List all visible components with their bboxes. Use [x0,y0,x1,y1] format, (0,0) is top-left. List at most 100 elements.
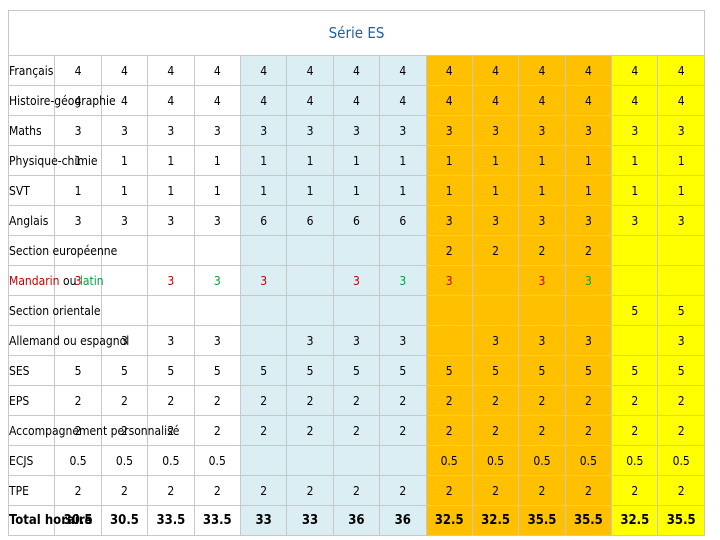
value-cell: 3 [100,205,149,236]
value-cell: 3 [147,265,195,296]
row-label: Accompagnement personnalisé [7,415,179,446]
value-cell: 3 [657,325,705,356]
value-cell: 2 [147,385,195,416]
value-cell: 2 [286,385,334,416]
value-cell: 33 [286,505,334,536]
value-cell: 2 [379,415,427,446]
value-cell: 2 [193,415,241,446]
value-cell [425,295,473,326]
value-cell: 4 [611,85,659,116]
value-cell: 5 [193,355,241,386]
value-cell: 1 [564,175,613,206]
value-cell: 0.5 [100,445,149,476]
value-cell: 2 [518,475,566,506]
value-cell: 3 [54,115,102,146]
value-cell: 2 [611,385,659,416]
value-cell: 3 [471,205,520,236]
value-cell: 2 [518,235,566,266]
value-cell: 2 [100,475,149,506]
table-row: Accompagnement personnalisé2222222222222… [7,415,705,446]
value-cell: 36 [379,505,427,536]
value-cell: 4 [100,85,149,116]
value-cell: 30.5 [54,505,102,536]
value-cell: 5 [657,355,705,386]
value-cell: 5 [147,355,195,386]
value-cell: 3 [425,265,473,296]
value-cell: 3 [54,205,102,236]
value-cell: 4 [147,85,195,116]
value-cell: 2 [425,415,473,446]
table-row: Français 4 4 4 4 4 4 4 4 4 4 4 4 4 4 [7,55,705,86]
value-cell: 3 [518,265,566,296]
value-cell: 35.5 [518,505,566,536]
table-row: SES 5 5 5 5 5 5 5 5 5 5 5 5 5 5 [7,355,705,386]
value-cell: 3 [147,115,195,146]
value-cell: 3 [471,325,520,356]
value-cell [471,295,520,326]
value-cell: 6 [379,205,427,236]
value-cell: 2 [239,475,288,506]
value-cell [518,295,566,326]
value-cell: 1 [471,145,520,176]
value-cell: 4 [54,85,102,116]
value-cell: 3 [425,115,473,146]
value-cell: 1 [193,145,241,176]
value-cell: 3 [518,205,566,236]
row-label: Français [7,55,56,86]
value-cell: 1 [147,175,195,206]
value-cell: 1 [332,145,381,176]
table-row: SVT 1 1 1 1 1 1 1 1 1 1 1 1 1 1 [7,175,705,206]
value-cell: 5 [425,355,473,386]
row-label: Section européenne [7,235,117,266]
value-cell: 5 [332,355,381,386]
value-cell: 2 [471,475,520,506]
value-cell: 2 [564,475,613,506]
value-cell: 2 [193,385,241,416]
value-cell [611,265,659,296]
row-label: Physique-chimie [7,145,98,176]
value-cell: 2 [657,415,705,446]
value-cell: 5 [54,355,102,386]
value-cell: 1 [193,175,241,206]
value-cell: 5 [611,295,659,326]
value-cell: 3 [332,325,381,356]
value-cell [239,295,288,326]
value-cell: 1 [239,145,288,176]
value-cell [239,445,288,476]
value-cell: 3 [286,115,334,146]
value-cell: 33.5 [193,505,241,536]
value-cell [332,235,381,266]
value-cell: 4 [239,55,288,86]
row-label: Maths [7,115,56,146]
value-cell: 2 [518,415,566,446]
table-row: Physique-chimie 1 1 1 1 1 1 1 1 1 1 1 1 1 1 [7,145,705,176]
value-cell: 2 [518,385,566,416]
value-cell [332,295,381,326]
value-cell: 2 [471,235,520,266]
row-label: SVT [7,175,56,206]
value-cell: 1 [611,175,659,206]
schedule-table: Série ES Français44444444444444Histoire-… [7,10,705,536]
value-cell: 2 [379,475,427,506]
value-cell: 30.5 [100,505,149,536]
value-cell: 4 [611,55,659,86]
value-cell: 3 [286,325,334,356]
value-cell: 4 [518,85,566,116]
value-cell: 2 [657,385,705,416]
value-cell: 4 [657,85,705,116]
value-cell: 2 [286,475,334,506]
value-cell [564,295,613,326]
value-cell: 2 [564,235,613,266]
table-row: Maths 3 3 3 3 3 3 3 3 3 3 3 3 3 3 [7,115,705,146]
value-cell [239,235,288,266]
value-cell: 2 [239,385,288,416]
value-cell: 35.5 [657,505,705,536]
value-cell: 3 [518,115,566,146]
value-cell: 0.5 [193,445,241,476]
value-cell: 4 [518,55,566,86]
value-cell [425,325,473,356]
value-cell: 1 [471,175,520,206]
row-label: ECJS [7,445,56,476]
value-cell: 4 [147,55,195,86]
value-cell: 0.5 [54,445,102,476]
